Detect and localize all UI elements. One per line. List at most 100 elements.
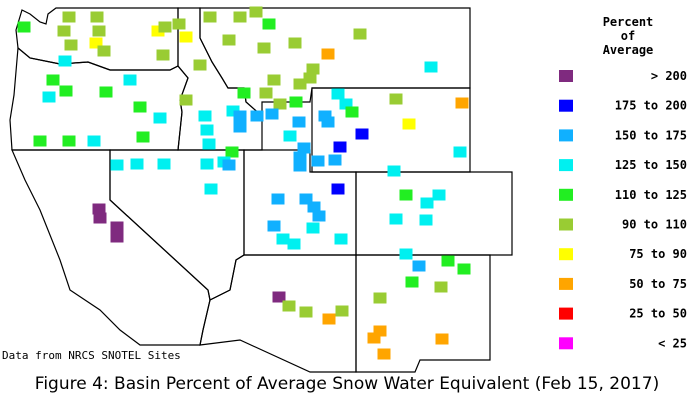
site-marker [136,131,150,143]
site-marker [389,93,403,105]
site-marker [282,300,296,312]
legend-swatch [559,248,573,261]
site-marker [322,313,336,325]
site-marker [110,221,124,233]
site-marker [402,118,416,130]
site-marker [297,142,311,154]
state-oregon [9,46,189,151]
site-marker [267,74,281,86]
site-marker [287,238,301,250]
site-marker [424,61,438,73]
site-marker [373,292,387,304]
site-marker [130,158,144,170]
site-marker [179,31,193,43]
site-marker [156,49,170,61]
site-marker [193,59,207,71]
site-marker [420,197,434,209]
site-marker [321,116,335,128]
legend-title-line: Percent [603,15,654,29]
site-marker [299,193,313,205]
legend-swatch [559,188,573,201]
site-marker [179,94,193,106]
site-marker [62,11,76,23]
legend-label: 110 to 125 [615,188,687,202]
site-marker [457,263,471,275]
site-marker [333,141,347,153]
site-marker [389,213,403,225]
site-marker [331,183,345,195]
site-marker [399,248,413,260]
legend-swatch [559,70,573,82]
state-california [11,149,211,346]
legend-label: 25 to 50 [629,307,687,321]
state-colorado [355,171,513,256]
site-marker [441,255,455,267]
legend-swatch [559,129,573,142]
site-marker [276,233,290,245]
site-marker [455,97,469,109]
site-marker [226,105,240,117]
site-marker [453,146,467,158]
site-marker [328,154,342,166]
legend-label: 150 to 175 [615,128,687,142]
site-marker [293,151,307,163]
site-marker [306,63,320,75]
site-marker [90,11,104,23]
site-marker [265,108,279,120]
site-marker [334,233,348,245]
site-marker [312,210,326,222]
site-marker [110,159,124,171]
site-marker [405,276,419,288]
site-marker [250,110,264,122]
site-marker [272,291,286,303]
site-marker [151,25,165,37]
site-marker [345,106,359,118]
site-marker [367,332,381,344]
legend-label: < 25 [658,336,687,350]
site-marker [435,333,449,345]
site-marker [233,11,247,23]
legend-label: > 200 [651,69,687,83]
site-marker [222,34,236,46]
site-marker [157,158,171,170]
site-marker [289,96,303,108]
site-marker [158,21,172,33]
legend-label: 90 to 110 [622,218,687,232]
legend-title-line: Average [603,43,654,57]
site-marker [292,116,306,128]
site-marker [33,135,47,147]
site-marker [311,155,325,167]
site-marker [59,85,73,97]
site-marker [97,45,111,57]
site-marker [307,201,321,213]
site-marker [198,110,212,122]
site-marker [335,305,349,317]
site-marker [387,165,401,177]
snotel-sites [17,6,471,360]
legend-label: 75 to 90 [629,247,687,261]
legend-swatch [559,99,573,112]
site-marker [57,25,71,37]
site-marker [355,128,369,140]
legend-label: 50 to 75 [629,277,687,291]
site-marker [58,55,72,67]
site-marker [412,260,426,272]
site-marker [303,72,317,84]
site-marker [377,348,391,360]
site-marker [92,203,106,215]
legend-swatch [559,337,573,350]
site-marker [133,101,147,113]
site-marker [172,18,186,30]
site-marker [271,193,285,205]
site-marker [306,222,320,234]
site-marker [237,87,251,99]
site-marker [318,110,332,122]
site-marker [204,183,218,195]
site-marker [87,135,101,147]
site-marker [89,37,103,49]
site-marker [92,25,106,37]
site-marker [17,21,31,33]
site-marker [233,110,247,122]
